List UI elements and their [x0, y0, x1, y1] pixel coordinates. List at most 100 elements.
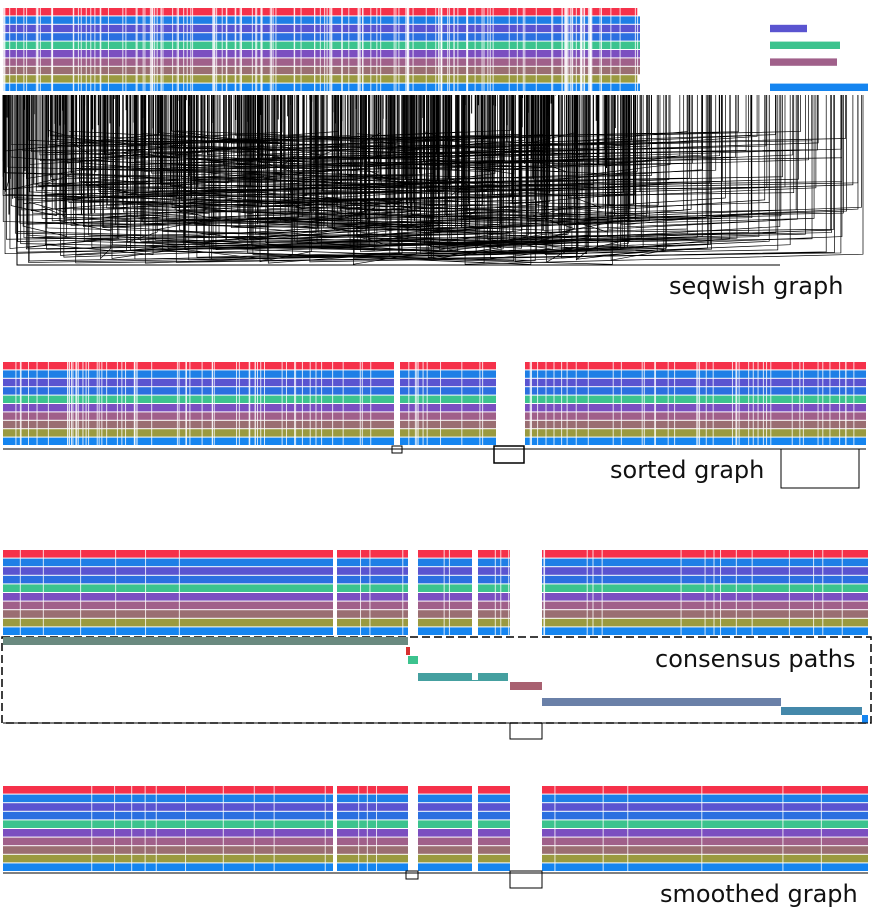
path-row	[3, 584, 868, 592]
graph-gap	[472, 550, 478, 636]
graph-edge	[4, 95, 378, 255]
path-row	[3, 610, 868, 618]
graph-edge	[448, 95, 799, 190]
graph-gap	[496, 362, 524, 446]
graph-edge	[226, 95, 335, 241]
graph-gap	[408, 550, 418, 636]
graph-edge	[19, 95, 648, 224]
graph-gap	[333, 550, 337, 636]
graph-edge	[613, 95, 766, 211]
graph-edge	[504, 95, 819, 154]
graph-edge	[123, 95, 390, 213]
graph-edge	[406, 95, 437, 232]
graph-edge	[257, 95, 685, 221]
graph-edge	[216, 95, 739, 143]
graph-edge	[325, 95, 512, 208]
graph-gap	[472, 786, 478, 872]
smoothed-graph-label: smoothed graph	[660, 880, 858, 908]
path-row	[3, 41, 840, 49]
graph-edge	[607, 95, 781, 237]
graph-edge	[82, 95, 304, 227]
graph-edge	[46, 95, 451, 239]
path-row	[3, 33, 768, 41]
graph-edge	[231, 95, 753, 229]
path-row	[3, 412, 866, 420]
consensus-segment	[510, 682, 542, 690]
path-row	[3, 567, 868, 575]
graph-edge	[279, 95, 416, 222]
graph-edge	[464, 95, 864, 265]
graph-edge	[350, 95, 575, 215]
path-row	[3, 575, 868, 584]
consensus-frame	[1, 636, 872, 724]
graph-edge	[112, 95, 400, 256]
graph-edge	[318, 95, 388, 234]
graph-edge	[9, 95, 120, 249]
graph-edge	[364, 95, 371, 225]
graph-edge	[273, 95, 441, 228]
path-row	[3, 58, 837, 66]
graph-edge	[58, 95, 112, 232]
path-row	[3, 854, 868, 863]
graph-edge	[154, 95, 376, 251]
path-row	[3, 420, 866, 429]
path-row	[3, 370, 866, 378]
graph-edge	[361, 95, 846, 149]
seqwish-graph-label: seqwish graph	[669, 272, 844, 300]
graph-edge	[247, 95, 485, 264]
graph-edge	[265, 95, 832, 243]
graph-edge	[316, 95, 844, 224]
graph-edge	[36, 95, 413, 188]
graph-edge	[192, 95, 411, 178]
consensus-segment	[406, 647, 410, 655]
path-row	[3, 429, 866, 437]
path-row	[3, 404, 866, 412]
path-row	[3, 24, 807, 33]
graph-edge	[620, 95, 731, 250]
path-row	[3, 378, 866, 387]
graph-edge	[83, 95, 448, 252]
graph-edge	[170, 95, 843, 169]
path-row	[3, 558, 868, 567]
graph-edge	[194, 95, 568, 235]
graph-gap	[510, 550, 542, 636]
path-row	[3, 837, 868, 846]
graph-edge	[66, 95, 151, 164]
graph-edge	[489, 95, 712, 255]
graph-edge	[134, 95, 712, 260]
path-row	[3, 863, 868, 871]
graph-edge	[430, 95, 703, 247]
graph-edge	[542, 95, 777, 231]
graph-edge	[561, 95, 708, 259]
graph-edge	[174, 95, 221, 221]
path-row	[3, 618, 868, 627]
graph-edge	[66, 95, 690, 189]
smoothed-graph-panel	[3, 786, 868, 889]
path-row	[3, 820, 868, 828]
graph-edge	[218, 95, 628, 248]
graph-gap	[510, 786, 542, 872]
graph-edge	[28, 95, 578, 263]
graph-edge	[458, 95, 711, 194]
path-row	[3, 786, 868, 794]
seqwish-graph-panel	[2, 8, 868, 266]
path-row	[3, 593, 868, 601]
graph-edge	[493, 445, 525, 464]
graph-edge	[588, 95, 862, 218]
path-row	[3, 66, 768, 75]
path-row	[3, 811, 868, 820]
graph-edge	[68, 95, 272, 142]
graph-edge	[3, 95, 460, 183]
graph-edge	[405, 870, 419, 880]
graph-edge	[509, 722, 543, 740]
graph-edge	[91, 95, 429, 248]
path-row	[3, 829, 868, 837]
graph-edge	[16, 95, 780, 266]
path-row	[3, 550, 868, 558]
path-row	[3, 362, 866, 370]
consensus-segment	[862, 715, 868, 723]
sorted-graph-label: sorted graph	[610, 456, 765, 484]
graph-gap	[333, 786, 337, 872]
sorted-graph-panel	[3, 362, 866, 489]
